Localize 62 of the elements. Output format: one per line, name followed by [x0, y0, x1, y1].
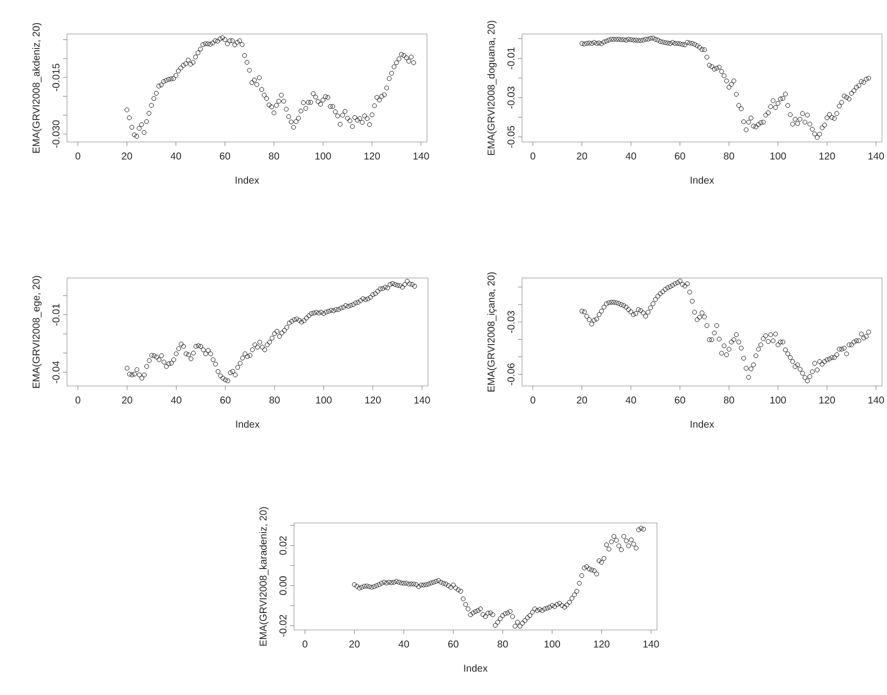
x-tick-label: 100: [315, 152, 331, 160]
x-tick-label: 120: [365, 396, 381, 404]
x-tick-label: 140: [868, 152, 884, 160]
x-tick-label: 120: [819, 152, 835, 160]
x-tick-label: 140: [643, 640, 659, 648]
y-tick-label: -0.015: [52, 64, 60, 92]
x-tick-label: 120: [364, 152, 380, 160]
x-tick-label: 20: [122, 152, 132, 160]
x-tick-label: 60: [674, 152, 686, 160]
x-tick-label: 80: [724, 396, 734, 404]
x-axis-title: Index: [690, 420, 714, 428]
x-tick-label: 20: [576, 152, 588, 160]
x-tick-label: 60: [220, 396, 231, 404]
y-axis-title: EMA(GRVI2008_ege, 20): [32, 276, 42, 388]
x-tick-label: 0: [530, 396, 536, 404]
x-tick-label: 0: [76, 152, 80, 160]
y-tick-label: 0.00: [279, 576, 286, 595]
x-tick-label: 0: [76, 396, 80, 404]
x-tick-label: 40: [170, 396, 182, 404]
x-axis-title: Index: [690, 176, 714, 184]
x-tick-label: 140: [413, 152, 429, 160]
x-tick-label: 120: [594, 640, 610, 648]
y-tick-label: -0.03: [507, 311, 514, 333]
x-tick-label: 60: [220, 152, 230, 160]
x-tick-label: 40: [398, 640, 409, 648]
y-axis-title: EMA(GRVI2008_içana, 20): [487, 272, 497, 392]
x-tick-label: 80: [724, 152, 734, 160]
y-tick-label: -0.04: [52, 361, 60, 384]
x-tick-label: 100: [544, 640, 560, 648]
x-tick-label: 80: [269, 396, 280, 404]
y-tick-label: -0.01: [507, 47, 514, 70]
x-tick-label: 40: [626, 396, 636, 404]
y-tick-label: -0.02: [279, 614, 286, 637]
x-tick-label: 0: [530, 152, 536, 160]
y-tick-label: 0.02: [279, 536, 286, 555]
x-tick-label: 120: [819, 396, 835, 404]
x-tick-label: 40: [170, 152, 182, 160]
x-tick-label: 40: [626, 152, 636, 160]
x-tick-label: 80: [268, 152, 280, 160]
y-axis-title: EMA(GRVI2008_doguana, 20): [487, 20, 497, 155]
y-axis-title: EMA(GRVI2008_akdeniz, 20): [32, 23, 42, 153]
x-tick-label: 0: [302, 640, 308, 648]
y-axis-title: EMA(GRVI2008_karadeniz, 20): [259, 507, 269, 646]
x-tick-label: 100: [316, 396, 332, 404]
x-tick-label: 100: [770, 152, 786, 160]
x-tick-label: 140: [868, 396, 884, 404]
y-tick-label: -0.030: [52, 120, 60, 148]
x-tick-label: 20: [122, 396, 132, 404]
x-tick-label: 20: [349, 640, 360, 648]
x-axis-title: Index: [236, 176, 260, 184]
x-tick-label: 60: [674, 396, 686, 404]
x-tick-label: 80: [498, 640, 508, 648]
x-tick-label: 60: [448, 640, 458, 648]
y-tick-label: -0.01: [52, 304, 60, 326]
x-axis-title: Index: [236, 420, 260, 428]
x-axis-title: Index: [464, 664, 488, 672]
y-tick-label: -0.03: [507, 86, 514, 109]
x-tick-label: 20: [576, 396, 588, 404]
y-tick-label: -0.05: [507, 126, 514, 148]
x-tick-label: 100: [770, 396, 786, 404]
y-tick-label: -0.06: [507, 363, 514, 386]
x-tick-label: 140: [414, 396, 430, 404]
